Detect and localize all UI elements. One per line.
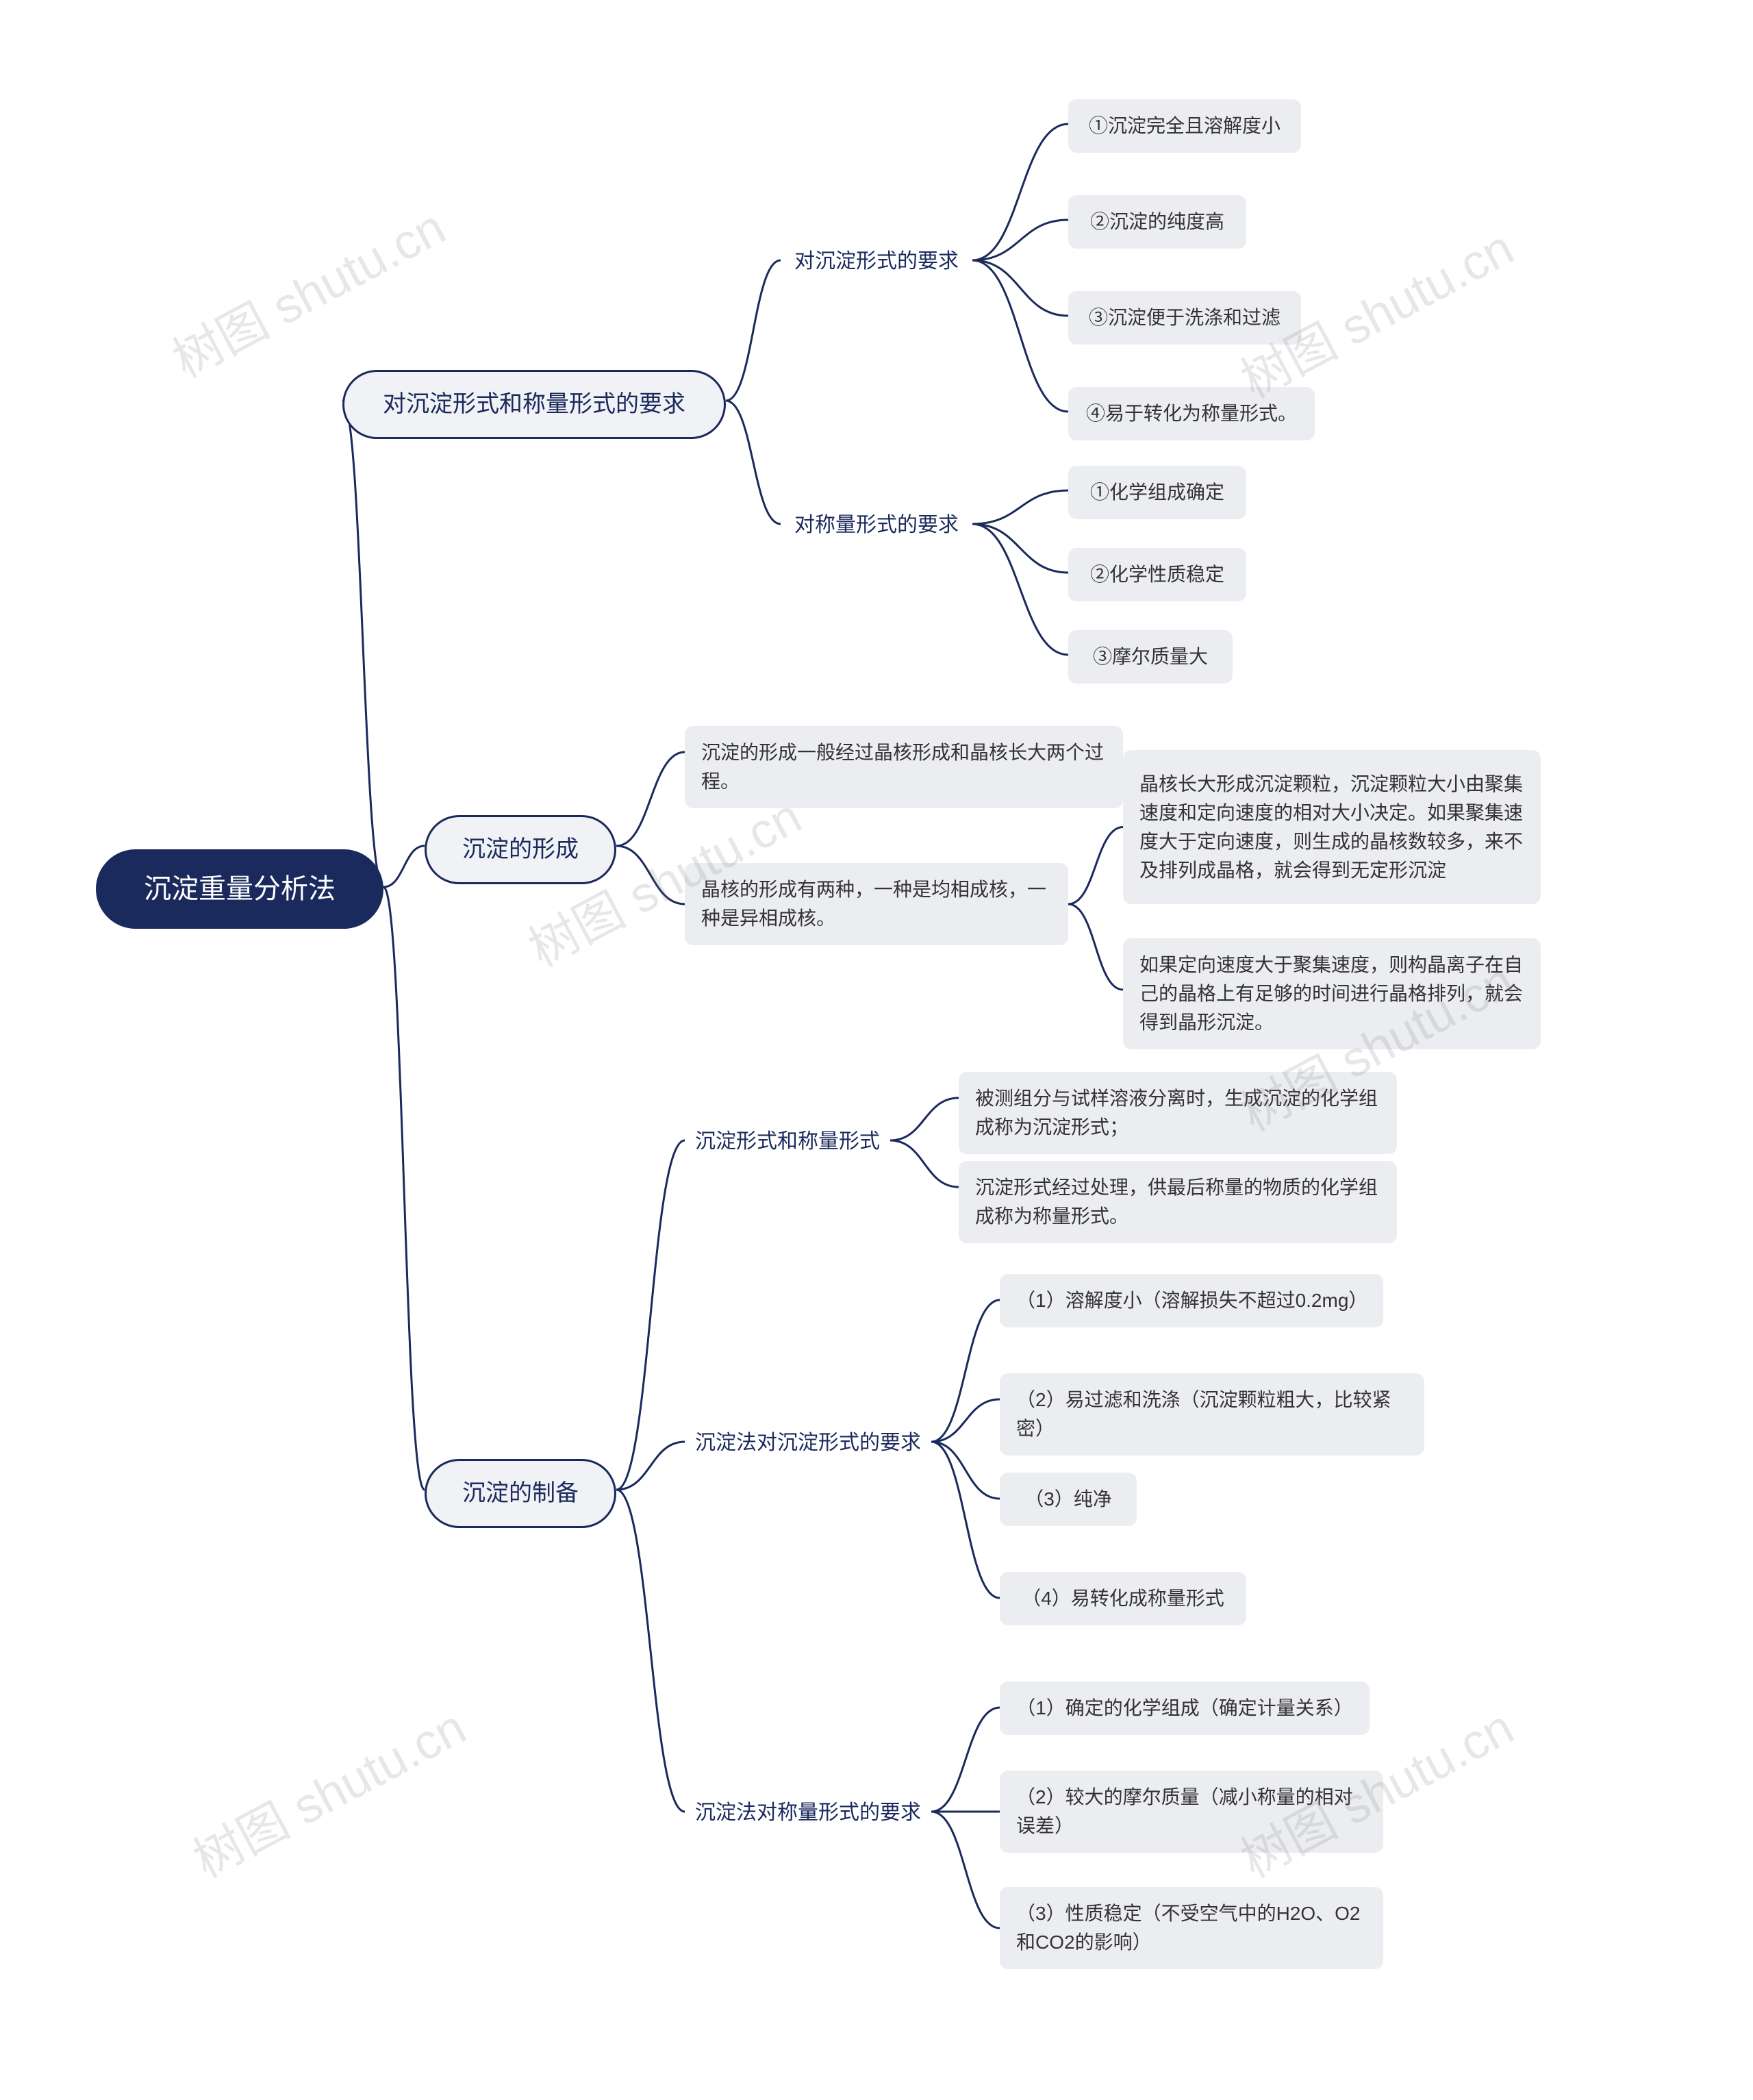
leaf-text: 晶核长大形成沉淀颗粒，沉淀颗粒大小由聚集速度和定向速度的相对大小决定。如果聚集速… [1139, 770, 1524, 885]
leaf-text: （4）易转化成称量形式 [1022, 1584, 1224, 1613]
leaf-weigh-3[interactable]: ③摩尔质量大 [1068, 630, 1233, 684]
leaf-text: ①沉淀完全且溶解度小 [1089, 112, 1281, 140]
leaf-weigh-req-3[interactable]: （3）性质稳定（不受空气中的H2O、O2和CO2的影响） [1000, 1887, 1383, 1969]
leaf-text: 沉淀形式经过处理，供最后称量的物质的化学组成称为称量形式。 [975, 1173, 1380, 1231]
leaf-weigh-2[interactable]: ②化学性质稳定 [1068, 548, 1246, 601]
connector [931, 1399, 1000, 1442]
connector [972, 260, 1068, 412]
connector [931, 1442, 1000, 1598]
mid-label: 沉淀形式和称量形式 [695, 1126, 880, 1157]
connector [972, 260, 1068, 316]
mid-label: 对称量形式的要求 [794, 510, 959, 540]
connector [931, 1708, 1000, 1812]
leaf-text: 沉淀的形成一般经过晶核形成和晶核长大两个过程。 [701, 738, 1107, 796]
leaf-method-req-3[interactable]: （3）纯净 [1000, 1473, 1137, 1526]
branch-preparation[interactable]: 沉淀的制备 [425, 1459, 616, 1528]
mid-label: 沉淀法对沉淀形式的要求 [695, 1427, 921, 1458]
connector [972, 220, 1068, 260]
watermark: 树图 shutu.cn [179, 1688, 476, 1891]
leaf-text: （3）纯净 [1024, 1485, 1112, 1514]
leaf-text: ④易于转化为称量形式。 [1086, 399, 1297, 428]
mid-label: 对沉淀形式的要求 [794, 246, 959, 277]
root-label: 沉淀重量分析法 [144, 868, 336, 910]
branch-label: 沉淀的制备 [462, 1476, 579, 1511]
connector [616, 1490, 685, 1812]
mid-label: 沉淀法对称量形式的要求 [695, 1797, 921, 1828]
leaf-text: （1）确定的化学组成（确定计量关系） [1016, 1694, 1353, 1723]
connector [890, 1098, 959, 1140]
leaf-req-4[interactable]: ④易于转化为称量形式。 [1068, 387, 1315, 440]
connector [972, 124, 1068, 260]
leaf-text: ③沉淀便于洗涤和过滤 [1089, 303, 1281, 332]
branch-formation[interactable]: 沉淀的形成 [425, 815, 616, 884]
branch-label: 沉淀的形成 [462, 832, 579, 867]
connector [972, 490, 1068, 524]
mid-precip-method-req[interactable]: 沉淀法对沉淀形式的要求 [685, 1425, 931, 1461]
connector [383, 846, 425, 887]
leaf-text: （3）性质稳定（不受空气中的H2O、O2和CO2的影响） [1016, 1899, 1367, 1957]
connector [1068, 904, 1123, 990]
connector [972, 524, 1068, 573]
leaf-crystalline[interactable]: 如果定向速度大于聚集速度，则构晶离子在自己的晶格上有足够的时间进行晶格排列，就会… [1123, 938, 1541, 1049]
connector-layer [0, 0, 1753, 2100]
root-node[interactable]: 沉淀重量分析法 [96, 849, 383, 929]
leaf-formation-process[interactable]: 沉淀的形成一般经过晶核形成和晶核长大两个过程。 [685, 726, 1123, 808]
leaf-nucleation-types[interactable]: 晶核的形成有两种，一种是均相成核，一种是异相成核。 [685, 863, 1068, 945]
connector [616, 1442, 685, 1490]
connector [342, 401, 383, 887]
leaf-method-req-1[interactable]: （1）溶解度小（溶解损失不超过0.2mg） [1000, 1274, 1383, 1327]
watermark: 树图 shutu.cn [158, 188, 455, 391]
mid-weighing-form-req[interactable]: 对称量形式的要求 [781, 507, 972, 543]
connector [383, 887, 425, 1490]
connector [1068, 827, 1123, 905]
connector [726, 401, 781, 524]
leaf-text: 如果定向速度大于聚集速度，则构晶离子在自己的晶格上有足够的时间进行晶格排列，就会… [1139, 951, 1524, 1037]
connector [726, 260, 781, 401]
leaf-req-2[interactable]: ②沉淀的纯度高 [1068, 195, 1246, 249]
mid-weigh-method-req[interactable]: 沉淀法对称量形式的要求 [685, 1795, 931, 1831]
connector [931, 1300, 1000, 1442]
leaf-amorphous[interactable]: 晶核长大形成沉淀颗粒，沉淀颗粒大小由聚集速度和定向速度的相对大小决定。如果聚集速… [1123, 750, 1541, 904]
leaf-req-1[interactable]: ①沉淀完全且溶解度小 [1068, 99, 1301, 153]
leaf-text: 被测组分与试样溶液分离时，生成沉淀的化学组成称为沉淀形式； [975, 1084, 1380, 1142]
leaf-form-def-1[interactable]: 被测组分与试样溶液分离时，生成沉淀的化学组成称为沉淀形式； [959, 1072, 1397, 1154]
connector [616, 1140, 685, 1490]
leaf-text: 晶核的形成有两种，一种是均相成核，一种是异相成核。 [701, 875, 1052, 933]
branch-requirements[interactable]: 对沉淀形式和称量形式的要求 [342, 370, 726, 439]
leaf-text: ②化学性质稳定 [1090, 560, 1224, 589]
leaf-text: （1）溶解度小（溶解损失不超过0.2mg） [1016, 1286, 1367, 1315]
connector [931, 1812, 1000, 1928]
leaf-text: ①化学组成确定 [1090, 478, 1224, 507]
leaf-method-req-4[interactable]: （4）易转化成称量形式 [1000, 1572, 1246, 1625]
leaf-weigh-req-1[interactable]: （1）确定的化学组成（确定计量关系） [1000, 1682, 1370, 1735]
leaf-text: ②沉淀的纯度高 [1090, 208, 1224, 236]
leaf-text: ③摩尔质量大 [1093, 642, 1208, 671]
leaf-req-3[interactable]: ③沉淀便于洗涤和过滤 [1068, 291, 1301, 345]
connector [616, 752, 685, 846]
mid-precipitate-form-req[interactable]: 对沉淀形式的要求 [781, 243, 972, 279]
mid-forms[interactable]: 沉淀形式和称量形式 [685, 1123, 890, 1160]
leaf-text: （2）易过滤和洗涤（沉淀颗粒粗大，比较紧密） [1016, 1386, 1408, 1443]
leaf-weigh-1[interactable]: ①化学组成确定 [1068, 466, 1246, 519]
branch-label: 对沉淀形式和称量形式的要求 [383, 387, 685, 422]
connector [616, 846, 685, 904]
leaf-method-req-2[interactable]: （2）易过滤和洗涤（沉淀颗粒粗大，比较紧密） [1000, 1373, 1424, 1455]
connector [931, 1442, 1000, 1499]
leaf-text: （2）较大的摩尔质量（减小称量的相对误差） [1016, 1783, 1367, 1840]
leaf-weigh-req-2[interactable]: （2）较大的摩尔质量（减小称量的相对误差） [1000, 1771, 1383, 1853]
connector [890, 1140, 959, 1187]
mindmap-canvas: 沉淀重量分析法 对沉淀形式和称量形式的要求 沉淀的形成 沉淀的制备 对沉淀形式的… [0, 0, 1753, 2100]
leaf-form-def-2[interactable]: 沉淀形式经过处理，供最后称量的物质的化学组成称为称量形式。 [959, 1161, 1397, 1243]
connector [972, 524, 1068, 655]
